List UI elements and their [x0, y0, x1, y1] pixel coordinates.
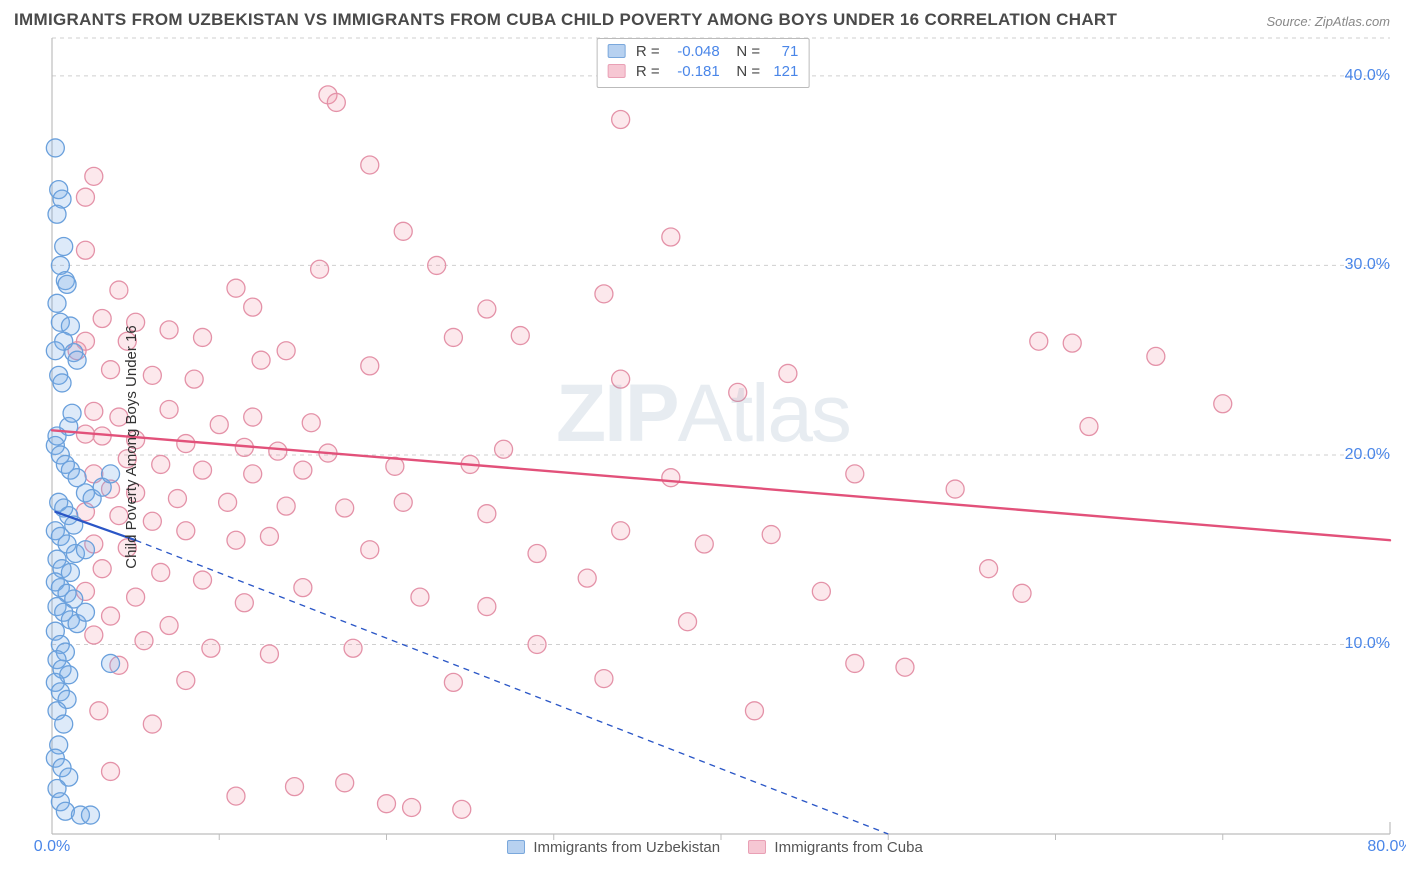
y-tick-label: 30.0% [1345, 256, 1390, 274]
correlation-legend-box: R = -0.048 N = 71 R = -0.181 N = 121 [597, 38, 810, 88]
n-label: N = [736, 43, 760, 60]
n-value-uzbekistan: 71 [764, 42, 798, 62]
correlation-row-cuba: R = -0.181 N = 121 [608, 62, 799, 82]
chart-title: IMMIGRANTS FROM UZBEKISTAN VS IMMIGRANTS… [14, 10, 1117, 30]
correlation-row-uzbekistan: R = -0.048 N = 71 [608, 42, 799, 62]
n-value-cuba: 121 [764, 62, 798, 82]
chart-area: Child Poverty Among Boys Under 16 R = -0… [0, 34, 1406, 860]
legend-label-uzbekistan: Immigrants from Uzbekistan [533, 839, 720, 856]
legend-label-cuba: Immigrants from Cuba [774, 839, 922, 856]
swatch-uzbekistan-icon [507, 840, 525, 854]
y-tick-label: 40.0% [1345, 67, 1390, 85]
swatch-cuba-icon [608, 64, 626, 78]
x-tick-label: 0.0% [34, 838, 70, 856]
n-label: N = [736, 63, 760, 80]
swatch-cuba-icon [748, 840, 766, 854]
y-tick-label: 10.0% [1345, 635, 1390, 653]
x-tick-label: 80.0% [1367, 838, 1406, 856]
bottom-legend: Immigrants from Uzbekistan Immigrants fr… [0, 839, 1406, 856]
swatch-uzbekistan-icon [608, 44, 626, 58]
source-credit: Source: ZipAtlas.com [1266, 14, 1390, 29]
y-axis-label: Child Poverty Among Boys Under 16 [123, 325, 140, 568]
r-value-uzbekistan: -0.048 [664, 42, 720, 62]
r-label: R = [636, 63, 660, 80]
y-tick-label: 20.0% [1345, 446, 1390, 464]
scatter-chart-svg [0, 34, 1406, 860]
r-label: R = [636, 43, 660, 60]
r-value-cuba: -0.181 [664, 62, 720, 82]
